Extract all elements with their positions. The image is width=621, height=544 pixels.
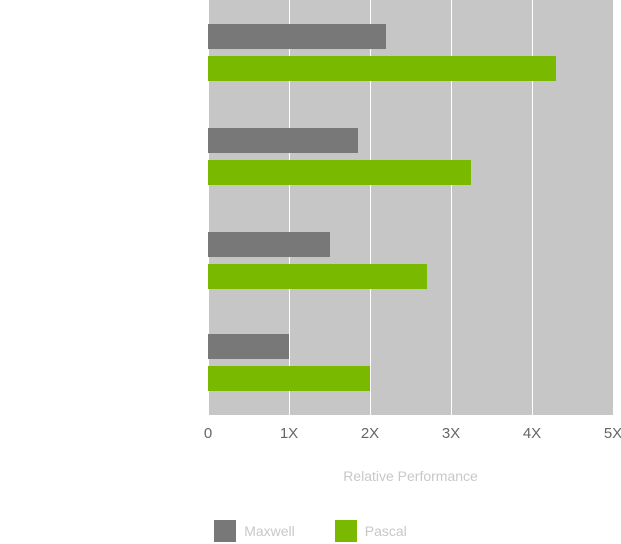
legend-swatch-pascal (335, 520, 357, 542)
x-tick-label: 3X (442, 425, 460, 442)
legend-item-pascal: Pascal (335, 520, 407, 542)
legend-label-pascal: Pascal (365, 523, 407, 539)
legend-label-maxwell: Maxwell (244, 523, 295, 539)
legend-swatch-maxwell (214, 520, 236, 542)
x-tick-label: 5X (604, 425, 621, 442)
bar (208, 56, 556, 81)
legend: Maxwell Pascal (0, 520, 621, 542)
bar (208, 160, 471, 185)
x-tick-label: 0 (204, 425, 212, 442)
bar (208, 334, 289, 359)
plot-background (208, 0, 613, 415)
x-axis-labels: 01X2X3X4X5X (208, 425, 613, 445)
chart-plot-area (208, 0, 613, 415)
x-axis-title: Relative Performance (208, 468, 613, 484)
bar (208, 264, 427, 289)
bar (208, 232, 330, 257)
bar (208, 24, 386, 49)
bar (208, 366, 370, 391)
bar (208, 128, 358, 153)
x-tick-label: 4X (523, 425, 541, 442)
legend-item-maxwell: Maxwell (214, 520, 295, 542)
gridline (613, 0, 614, 415)
x-tick-label: 2X (361, 425, 379, 442)
x-tick-label: 1X (280, 425, 298, 442)
